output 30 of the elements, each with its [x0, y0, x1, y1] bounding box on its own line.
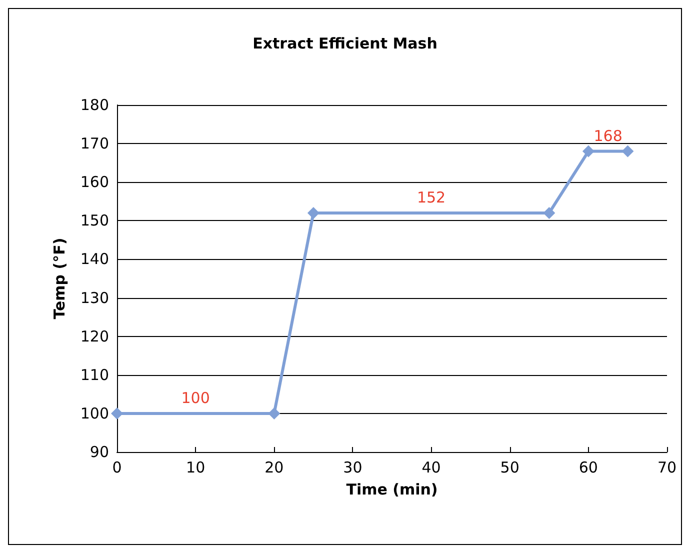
point	[307, 206, 320, 219]
x-tick-label: 60	[578, 458, 598, 476]
chart-title: Extract Efficient Mash	[252, 34, 438, 52]
y-tick-label: 100	[80, 404, 109, 422]
y-tick-label: 180	[80, 96, 109, 114]
annotation: 168	[594, 126, 622, 145]
x-tick-label: 20	[264, 458, 284, 476]
y-tick-label: 90	[90, 443, 109, 461]
annotation: 152	[416, 188, 446, 206]
point	[582, 145, 594, 158]
y-tick-label: 120	[80, 327, 109, 346]
point	[622, 145, 634, 158]
point	[268, 407, 280, 420]
y-tick-label: 110	[80, 366, 109, 384]
x-tick-label: 10	[186, 458, 206, 476]
x-axis-title: Time (min)	[346, 480, 438, 498]
y-tick-label: 130	[80, 288, 109, 307]
y-tick-label: 150	[80, 212, 109, 230]
x-tick-label: 50	[500, 458, 520, 476]
y-axis-title: Temp (°F)	[50, 238, 68, 320]
y-tick-label: 140	[80, 250, 109, 268]
x-tick-label: 0	[112, 458, 122, 476]
y-tick-label: 160	[80, 173, 109, 192]
point	[543, 206, 556, 219]
annotation: 100	[181, 388, 210, 407]
x-tick-label: 70	[657, 458, 677, 476]
x-tick-label: 30	[343, 458, 362, 476]
x-tick-label: 40	[422, 458, 441, 476]
point	[111, 407, 123, 420]
y-tick-label: 170	[80, 134, 109, 153]
